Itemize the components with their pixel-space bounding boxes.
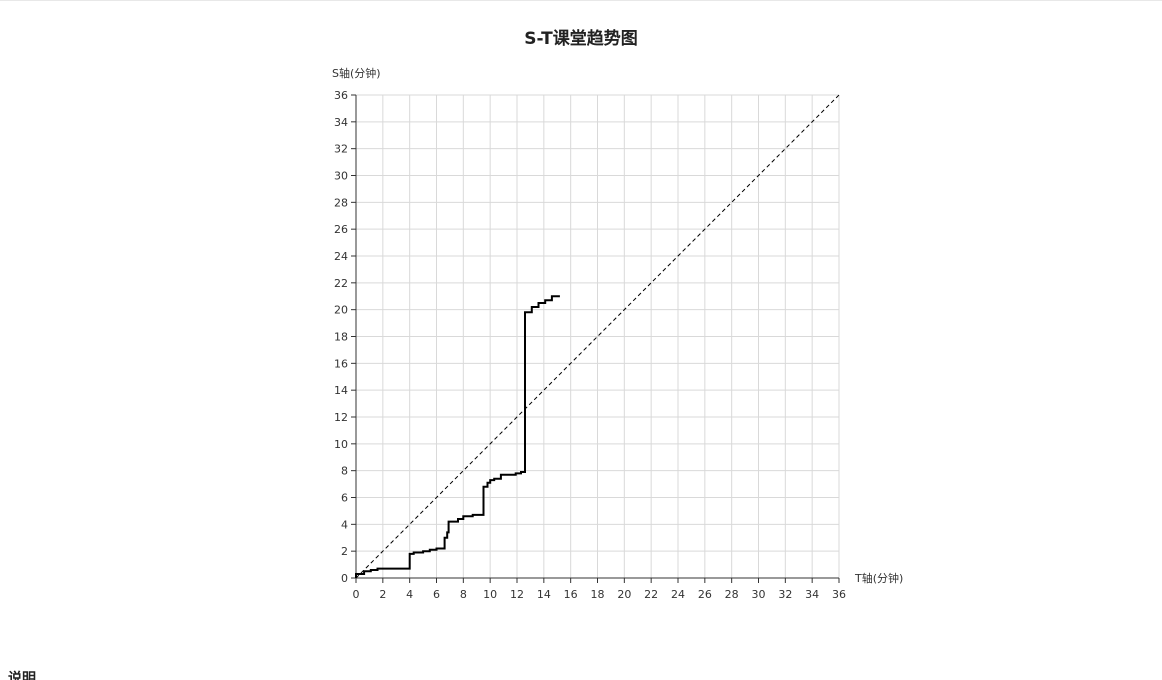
st-curve-line [355,295,560,578]
y-tick-label: 26 [334,223,348,236]
x-tick-label: 10 [483,588,497,601]
x-tick-label: 6 [433,588,440,601]
y-tick-label: 24 [334,250,348,263]
y-tick-label: 0 [341,572,348,585]
x-tick-label: 18 [591,588,605,601]
axes [351,94,840,583]
y-tick-label: 2 [341,545,348,558]
y-axis-label: S轴(分钟) [332,66,381,80]
x-axis-label: T轴(分钟) [854,571,903,585]
x-tick-label: 0 [353,588,360,601]
tick-labels: 0 2 4 6 8 10 12 14 16 18 20 22 24 26 28 30 32 34 360246810… [334,89,846,601]
series-lines [355,94,840,579]
y-tick-label: 20 [334,304,348,317]
section-heading: 说明 [8,671,36,680]
y-tick-label: 22 [334,277,348,290]
x-tick-label: 22 [644,588,658,601]
x-tick-label: 28 [725,588,739,601]
x-tick-label: 30 [752,588,766,601]
x-tick-label: 8 [460,588,467,601]
y-tick-label: 16 [334,357,348,370]
x-tick-label: 24 [671,588,685,601]
x-tick-label: 2 [379,588,386,601]
x-tick-label: 14 [537,588,551,601]
y-tick-label: 6 [341,492,348,505]
y-tick-label: 4 [341,518,348,531]
top-border [0,0,1162,1]
x-tick-label: 20 [617,588,631,601]
x-tick-label: 4 [406,588,413,601]
y-tick-label: 12 [334,411,348,424]
grid-lines [356,94,840,578]
y-tick-label: 34 [334,116,348,129]
y-tick-label: 18 [334,331,348,344]
y-tick-label: 28 [334,196,348,209]
y-tick-label: 10 [334,438,348,451]
y-tick-label: 36 [334,89,348,102]
chart-title: S-T课堂趋势图 [524,29,638,49]
x-tick-label: 16 [564,588,578,601]
x-tick-label: 26 [698,588,712,601]
st-chart: 0 2 4 6 8 10 12 14 16 18 20 22 24 26 28 30 32 34 360246810… [332,66,903,601]
y-tick-label: 14 [334,384,348,397]
reference-diagonal-line [355,94,840,579]
x-tick-label: 32 [778,588,792,601]
y-tick-label: 8 [341,465,348,478]
x-tick-label: 36 [832,588,846,601]
x-tick-label: 12 [510,588,524,601]
y-tick-label: 32 [334,143,348,156]
y-tick-label: 30 [334,170,348,183]
x-tick-label: 34 [805,588,819,601]
